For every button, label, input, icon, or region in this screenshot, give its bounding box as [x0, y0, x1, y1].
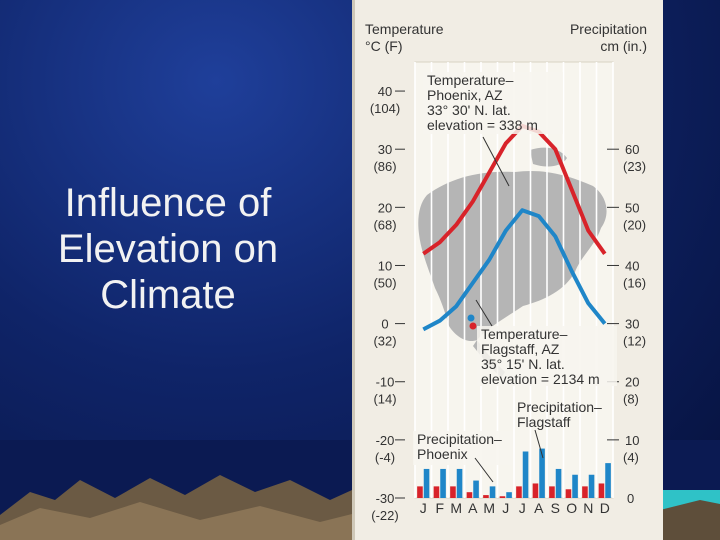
phoenix-temperature-annotation: Temperature– — [427, 72, 514, 88]
month-tick-label: N — [583, 500, 593, 516]
month-tick-label: F — [435, 500, 444, 516]
annotation-background — [477, 326, 617, 386]
precip-bar-flagstaff — [539, 448, 545, 498]
right-tick-cm: 30 — [625, 317, 639, 332]
left-tick-fahrenheit: (-4) — [375, 450, 395, 465]
month-tick-label: A — [468, 500, 478, 516]
temperature-line-flagstaff — [422, 208, 607, 332]
right-tick-inches: (20) — [623, 217, 646, 232]
flagstaff-precipitation-leader — [534, 429, 544, 459]
phoenix-temperature-annotation: Phoenix, AZ — [427, 87, 503, 103]
annotation-background — [423, 72, 563, 134]
left-tick-fahrenheit: (104) — [370, 101, 400, 116]
precip-bar-flagstaff — [555, 468, 562, 498]
precip-bar-flagstaff — [473, 480, 479, 498]
slide-title: Influence of Elevation on Climate — [57, 181, 279, 317]
month-tick-label: J — [519, 500, 526, 516]
flagstaff-temperature-annotation: Temperature– — [481, 326, 568, 342]
right-tick-cm: 60 — [625, 142, 639, 157]
phoenix-temperature-annotation: elevation = 338 m — [427, 117, 538, 133]
left-tick-celsius: 10 — [378, 258, 392, 273]
right-tick-inches: (23) — [623, 159, 646, 174]
flagstaff-temperature-annotation: elevation = 2134 m — [481, 371, 600, 387]
left-axis-unit: °C (F) — [365, 38, 402, 54]
month-tick-label: A — [534, 500, 544, 516]
precip-bar-flagstaff — [423, 468, 430, 498]
phoenix-temperature-annotation: 33° 30' N. lat. — [427, 102, 511, 118]
annotation-background — [413, 431, 513, 465]
left-tick-fahrenheit: (-22) — [371, 508, 398, 523]
flagstaff-temperature-annotation: Flagstaff, AZ — [481, 341, 560, 357]
left-tick-celsius: 20 — [378, 200, 392, 215]
precip-bar-phoenix — [483, 495, 489, 498]
month-tick-label: J — [420, 500, 427, 516]
month-tick-label: J — [502, 500, 509, 516]
month-tick-label: S — [551, 500, 560, 516]
flagstaff-precipitation-annotation: Precipitation– — [517, 399, 602, 415]
precip-bar-phoenix — [499, 496, 506, 498]
precip-bar-phoenix — [582, 486, 588, 498]
precip-bar-flagstaff — [572, 474, 578, 498]
left-tick-celsius: -30 — [376, 491, 395, 506]
right-tick-inches: (8) — [623, 392, 639, 407]
month-tick-label: O — [566, 500, 577, 516]
right-tick-cm: 50 — [625, 200, 639, 215]
left-tick-fahrenheit: (14) — [373, 392, 396, 407]
phoenix-precipitation-annotation: Precipitation– — [417, 431, 502, 447]
right-tick-cm: 0 — [627, 491, 634, 506]
right-tick-inches: (4) — [623, 450, 639, 465]
right-axis-unit: cm (in.) — [600, 38, 647, 54]
left-tick-celsius: 30 — [378, 142, 392, 157]
phoenix-precipitation-leader — [474, 457, 494, 483]
flagstaff-marker — [467, 314, 475, 322]
month-tick-label: M — [483, 500, 495, 516]
precip-bar-phoenix — [516, 486, 522, 498]
precip-bar-flagstaff — [456, 468, 463, 498]
flagstaff-precipitation-annotation: Flagstaff — [517, 414, 571, 430]
left-tick-celsius: -10 — [376, 375, 395, 390]
precip-bar-phoenix — [450, 486, 456, 498]
left-axis-title: Temperature — [365, 21, 444, 37]
precip-bar-phoenix — [417, 486, 423, 498]
right-tick-cm: 10 — [625, 433, 639, 448]
right-tick-cm: 40 — [625, 258, 639, 273]
climate-figure: Temperature °C (F) Precipitation cm (in.) 40… — [352, 0, 663, 540]
precip-bar-phoenix — [433, 486, 440, 498]
left-tick-celsius: -20 — [376, 433, 395, 448]
left-tick-fahrenheit: (32) — [373, 334, 396, 349]
right-axis-title: Precipitation — [570, 21, 647, 37]
precip-bar-flagstaff — [588, 474, 595, 498]
flagstaff-temperature-leader — [475, 299, 493, 327]
month-tick-label: M — [450, 500, 462, 516]
month-tick-label: D — [600, 500, 610, 516]
left-tick-fahrenheit: (68) — [373, 217, 396, 232]
right-tick-inches: (16) — [623, 275, 646, 290]
right-tick-inches: (12) — [623, 334, 646, 349]
precip-bar-phoenix — [598, 483, 605, 498]
temperature-line-phoenix — [422, 123, 607, 256]
right-tick-cm: 20 — [625, 375, 639, 390]
precip-bar-phoenix — [466, 492, 473, 498]
precip-bar-phoenix — [549, 486, 555, 498]
precip-bar-phoenix — [532, 483, 539, 498]
precip-bar-flagstaff — [522, 451, 529, 498]
precip-bar-flagstaff — [605, 463, 611, 498]
phoenix-precipitation-annotation: Phoenix — [417, 446, 468, 462]
left-tick-celsius: 40 — [378, 84, 392, 99]
phoenix-marker — [469, 322, 477, 330]
precip-bar-flagstaff — [506, 492, 512, 498]
flagstaff-temperature-annotation: 35° 15' N. lat. — [481, 356, 565, 372]
precip-bar-phoenix — [565, 489, 572, 498]
precip-bar-flagstaff — [440, 468, 446, 498]
left-tick-fahrenheit: (50) — [373, 275, 396, 290]
left-tick-fahrenheit: (86) — [373, 159, 396, 174]
left-tick-celsius: 0 — [381, 317, 388, 332]
phoenix-temperature-leader — [482, 136, 510, 187]
precip-bar-flagstaff — [489, 486, 496, 498]
